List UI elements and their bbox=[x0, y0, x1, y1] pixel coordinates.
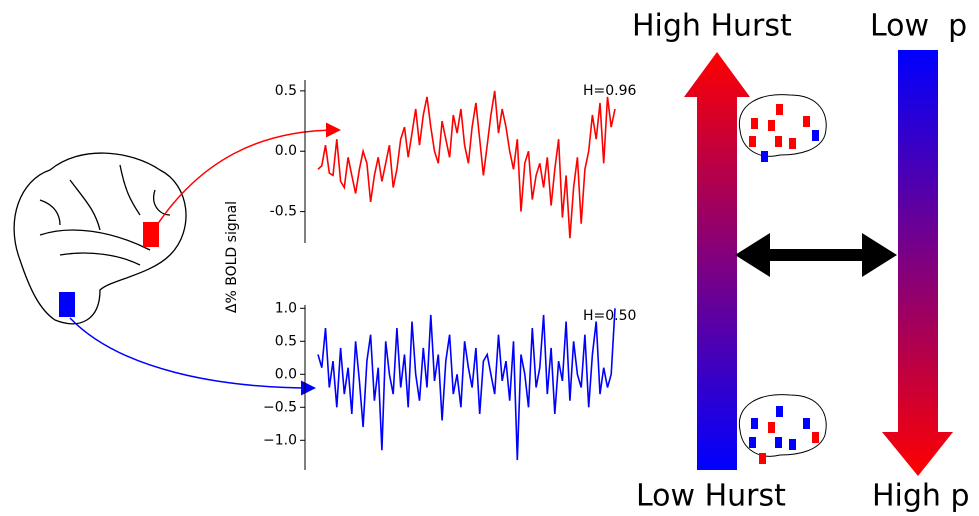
y-tick-label: −0.5 bbox=[263, 399, 297, 415]
label-high-hurst: High Hurst bbox=[632, 9, 792, 44]
y-tick-label: 0.5 bbox=[275, 333, 297, 349]
series-line bbox=[317, 308, 616, 461]
mini-brain bbox=[738, 394, 827, 464]
label-high-p: High p bbox=[872, 479, 970, 514]
annotation: H=0.96 bbox=[583, 83, 637, 99]
series-line bbox=[317, 90, 616, 239]
gradient-arrow bbox=[684, 52, 750, 470]
mini-brain bbox=[738, 94, 827, 162]
y-tick-label: 0.0 bbox=[275, 366, 297, 382]
y-tick-label: −1.0 bbox=[263, 432, 297, 448]
label-low-p: Low p bbox=[870, 9, 967, 44]
gradient-arrow bbox=[882, 50, 953, 476]
y-tick-label: 0.5 bbox=[275, 83, 297, 99]
connector bbox=[69, 317, 316, 396]
y-tick-label: 0.0 bbox=[275, 143, 297, 159]
connector bbox=[154, 122, 341, 229]
annotation: H=0.50 bbox=[583, 308, 636, 324]
y-axis-label: Δ% BOLD signal bbox=[224, 201, 240, 313]
brain bbox=[13, 152, 187, 325]
double-arrow bbox=[735, 233, 897, 277]
region bbox=[59, 292, 75, 317]
y-tick-label: -0.5 bbox=[270, 204, 297, 220]
label-low-hurst: Low Hurst bbox=[636, 479, 786, 514]
region bbox=[143, 222, 159, 247]
y-tick-label: 1.0 bbox=[275, 300, 297, 316]
